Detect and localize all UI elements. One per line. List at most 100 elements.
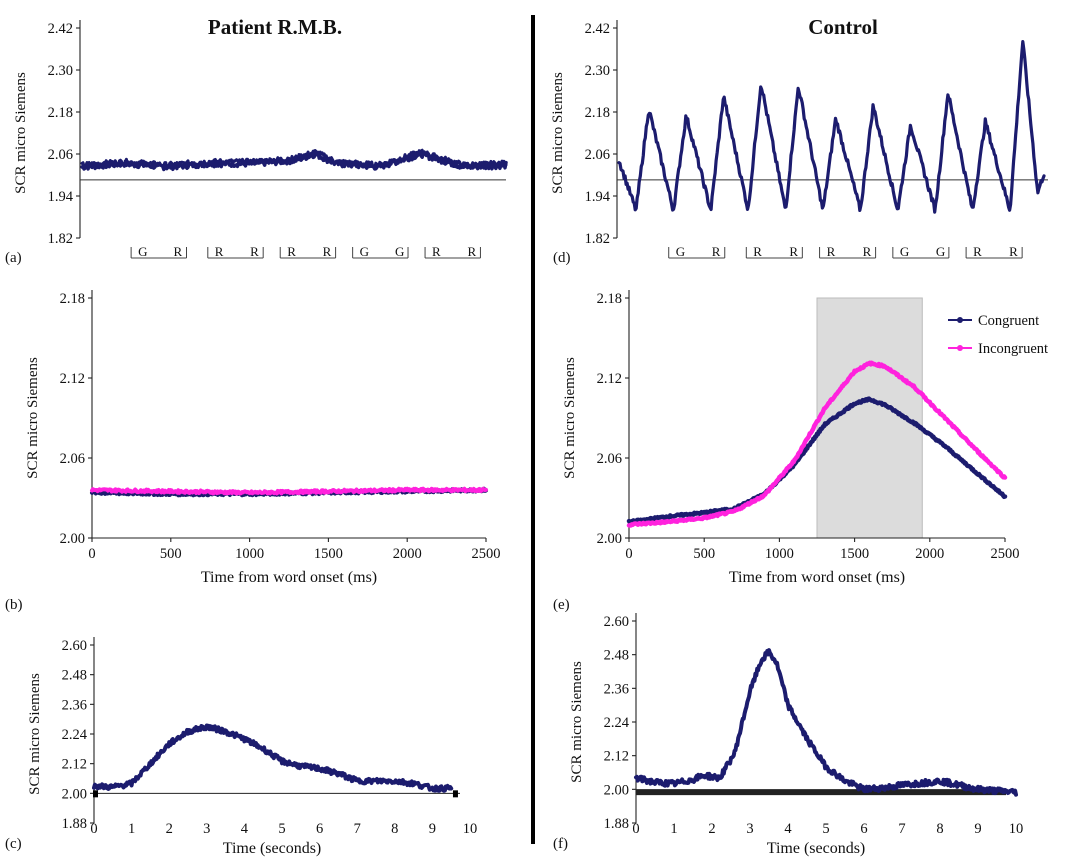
time-marker — [93, 790, 98, 798]
y-tick-label: 1.82 — [585, 231, 610, 247]
panel-label: (e) — [553, 597, 570, 613]
y-tick-label: 1.88 — [62, 816, 87, 832]
y-tick-label: 2.12 — [597, 371, 622, 387]
x-tick-label: 2500 — [991, 546, 1020, 562]
panel-label: (f) — [553, 836, 568, 852]
chart-panel-d: (d) 2.42 2.30 2.18 2.06 1.94 1.82 SCR micro Sie… — [550, 20, 1048, 266]
stimulus-letter: R — [863, 244, 872, 259]
y-tick-label: 2.42 — [48, 21, 73, 37]
y-tick-label: 2.18 — [48, 105, 73, 121]
stimulus-letter: R — [712, 244, 721, 259]
chart-panel-f: (f) 2.60 2.48 2.36 2.24 2.12 2.00 1.88 SCR micro… — [553, 613, 1023, 857]
stimulus-letter: R — [250, 244, 259, 259]
scr-trace — [92, 723, 454, 793]
panels-container: (a) 2.42 2.30 2.18 2.06 1.94 1.82 SCR micro Sie… — [5, 20, 1048, 857]
stimulus-letter: G — [676, 244, 685, 259]
series-incongruent — [626, 360, 1008, 528]
y-tick-label: 2.00 — [62, 786, 87, 802]
y-tick-label: 2.00 — [60, 531, 85, 547]
stimulus-letter: R — [323, 244, 332, 259]
stimulus-letter: G — [900, 244, 909, 259]
stimulus-letter: R — [432, 244, 441, 259]
x-tick-label: 9 — [974, 821, 981, 837]
stimulus-letter: R — [789, 244, 798, 259]
y-tick-label: 2.00 — [604, 782, 629, 798]
chart-panel-a: (a) 2.42 2.30 2.18 2.06 1.94 1.82 SCR micro Sie… — [5, 20, 508, 266]
x-tick-label: 7 — [354, 821, 361, 837]
x-tick-label: 6 — [860, 821, 867, 837]
x-tick-label: 4 — [784, 821, 792, 837]
x-tick-label: 8 — [936, 821, 943, 837]
scr-trace — [634, 648, 1018, 797]
y-tick-label: 2.48 — [62, 668, 87, 684]
y-tick-label: 1.82 — [48, 231, 73, 247]
stimulus-letter: G — [395, 244, 404, 259]
chart-panel-b: (b) 2.18 2.12 2.06 2.00 SCR micro Siemens 0 500… — [5, 290, 501, 613]
x-tick-label: 2 — [708, 821, 715, 837]
x-tick-label: 3 — [746, 821, 753, 837]
left-column-title: Patient R.M.B. — [208, 15, 342, 39]
stimulus-letter: R — [287, 244, 296, 259]
panel-label: (a) — [5, 250, 22, 266]
series-incongruent — [90, 486, 488, 496]
y-tick-label: 2.12 — [60, 371, 85, 387]
y-tick-label: 2.24 — [62, 727, 88, 743]
legend-marker — [957, 345, 963, 351]
x-tick-label: 0 — [90, 821, 97, 837]
y-tick-label: 2.06 — [48, 147, 73, 163]
x-tick-label: 10 — [1009, 821, 1024, 837]
y-tick-label: 2.24 — [604, 715, 630, 731]
y-tick-label: 2.18 — [585, 105, 610, 121]
x-tick-label: 1000 — [235, 546, 264, 562]
panel-label: (c) — [5, 836, 22, 852]
x-tick-label: 5 — [822, 821, 829, 837]
y-axis-label: SCR micro Siemens — [25, 357, 41, 479]
x-tick-label: 6 — [316, 821, 323, 837]
x-tick-label: 0 — [88, 546, 95, 562]
y-tick-label: 2.60 — [604, 614, 629, 630]
x-tick-label: 1500 — [314, 546, 343, 562]
x-tick-label: 2000 — [393, 546, 422, 562]
y-axis-label: SCR micro Siemens — [562, 357, 578, 479]
y-tick-label: 2.36 — [604, 681, 629, 697]
x-axis-label: Time (seconds) — [223, 840, 322, 857]
panel-label: (b) — [5, 597, 23, 613]
legend-label: Incongruent — [978, 341, 1048, 357]
x-tick-label: 2500 — [472, 546, 501, 562]
y-tick-label: 2.48 — [604, 648, 629, 664]
x-tick-label: 10 — [463, 821, 478, 837]
chart-panel-e: (e) 2.18 2.12 2.06 2.00 SCR micro Siemens 0 500… — [553, 290, 1048, 613]
x-axis-label: Time from word onset (ms) — [201, 569, 377, 586]
stimulus-letter: R — [973, 244, 982, 259]
y-tick-label: 2.06 — [597, 451, 622, 467]
y-axis-label: SCR micro Siemens — [569, 661, 585, 783]
x-tick-label: 1500 — [840, 546, 869, 562]
panel-label: (d) — [553, 250, 571, 266]
y-tick-label: 1.94 — [585, 189, 611, 205]
y-tick-label: 2.06 — [585, 147, 610, 163]
y-tick-label: 2.12 — [604, 749, 629, 765]
y-tick-label: 2.18 — [597, 291, 622, 307]
x-tick-label: 1000 — [765, 546, 794, 562]
scr-trace — [80, 148, 508, 170]
stimulus-letter: R — [174, 244, 183, 259]
stimulus-letter: G — [936, 244, 945, 259]
x-tick-label: 0 — [625, 546, 632, 562]
y-tick-label: 2.60 — [62, 638, 87, 654]
y-axis-label: SCR micro Siemens — [27, 673, 43, 795]
x-tick-label: 2 — [166, 821, 173, 837]
y-axis-label: SCR micro Siemens — [550, 72, 566, 194]
stimulus-letter: R — [467, 244, 476, 259]
x-tick-label: 1 — [128, 821, 135, 837]
stimulus-letter: R — [1009, 244, 1018, 259]
y-tick-label: 2.00 — [597, 531, 622, 547]
stimulus-letter: R — [827, 244, 836, 259]
time-marker — [452, 790, 458, 798]
x-tick-label: 2000 — [915, 546, 944, 562]
y-tick-label: 2.30 — [585, 63, 610, 79]
y-tick-label: 1.88 — [604, 816, 629, 832]
x-tick-label: 500 — [693, 546, 715, 562]
x-tick-label: 8 — [391, 821, 398, 837]
x-tick-label: 9 — [429, 821, 436, 837]
y-axis-label: SCR micro Siemens — [13, 72, 29, 194]
